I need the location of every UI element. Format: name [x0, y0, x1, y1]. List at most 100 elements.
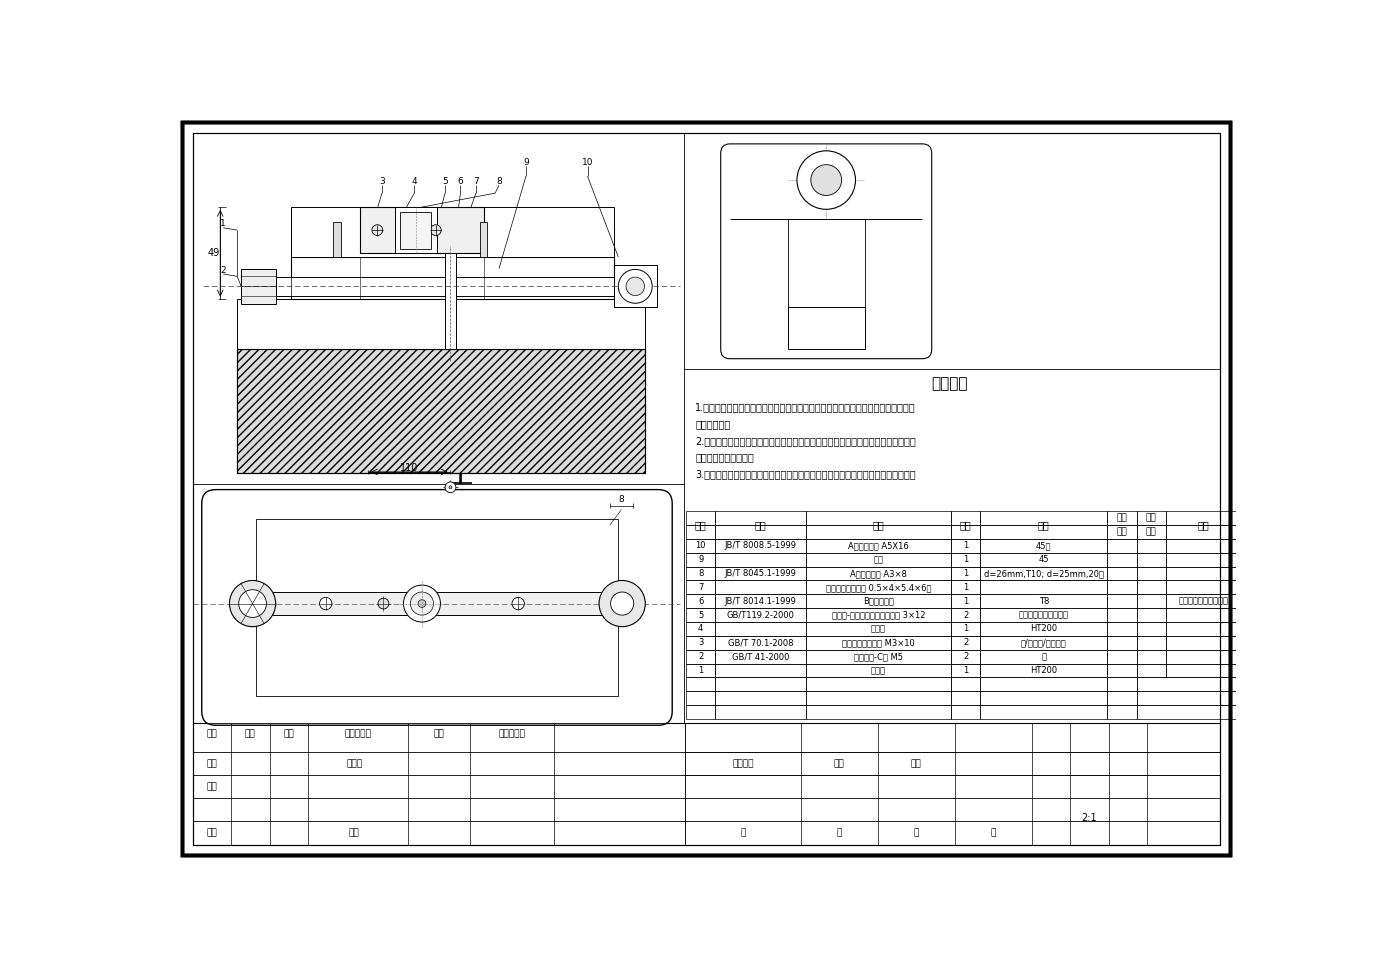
Bar [395, 207, 438, 254]
Bar [715, 581, 806, 594]
Text: 110: 110 [399, 463, 419, 473]
Bar [686, 664, 715, 678]
Bar [1107, 511, 1136, 525]
Circle shape [431, 225, 441, 235]
Text: 第: 第 [913, 829, 918, 837]
Text: 2.零件在装配前必须清理和清洗干净，不得有毛刺、飞边、氧化皮、锈蚀、切屑、油: 2.零件在装配前必须清理和清洗干净，不得有毛刺、飞边、氧化皮、锈蚀、切屑、油 [695, 436, 916, 445]
Text: 数量: 数量 [960, 520, 971, 530]
Text: 4: 4 [412, 177, 417, 186]
Bar [686, 511, 715, 525]
Text: 总计: 总计 [1146, 514, 1157, 523]
Bar [1166, 650, 1241, 664]
Bar [1136, 706, 1241, 719]
Bar [980, 525, 1107, 539]
FancyBboxPatch shape [202, 490, 672, 725]
Circle shape [238, 590, 266, 618]
Text: 圆柱销-淬硬钢和马氏体不锈钢 3×12: 圆柱销-淬硬钢和马氏体不锈钢 3×12 [832, 611, 925, 620]
Bar [252, 592, 622, 615]
Bar [980, 608, 1107, 622]
Bar [445, 254, 456, 349]
Bar [1107, 664, 1136, 678]
Bar [686, 594, 715, 608]
Text: d=26mm,T10; d=25mm,20钢: d=26mm,T10; d=25mm,20钢 [983, 569, 1104, 578]
Bar [715, 650, 806, 664]
Bar [952, 594, 980, 608]
Bar [1107, 636, 1136, 650]
Bar [686, 539, 715, 553]
Circle shape [319, 597, 332, 610]
Text: 1: 1 [963, 666, 968, 675]
FancyBboxPatch shape [720, 144, 932, 359]
Bar [686, 636, 715, 650]
Circle shape [379, 598, 388, 609]
Bar [1136, 622, 1166, 636]
Text: 重量: 重量 [1117, 528, 1128, 536]
Bar [1107, 539, 1136, 553]
Text: 8: 8 [698, 569, 704, 578]
Text: 名称: 名称 [873, 520, 884, 530]
Text: 比例: 比例 [912, 759, 921, 769]
Bar [980, 691, 1107, 706]
Text: 签名: 签名 [434, 729, 445, 739]
Text: 批准: 批准 [348, 829, 359, 837]
Bar [952, 706, 980, 719]
Bar [980, 511, 1107, 525]
Bar [715, 706, 806, 719]
Bar [952, 622, 980, 636]
Bar [980, 594, 1107, 608]
Text: 技术要求: 技术要求 [931, 377, 968, 392]
Bar [1136, 608, 1166, 622]
Bar [1107, 581, 1136, 594]
Text: 2: 2 [963, 611, 968, 620]
Bar [952, 566, 980, 581]
Text: 淬硬钢和马氏体不锈钢: 淬硬钢和马氏体不锈钢 [1179, 596, 1228, 606]
Bar [980, 650, 1107, 664]
Text: I: I [459, 473, 463, 487]
Text: 7: 7 [698, 583, 704, 591]
Text: 1: 1 [220, 220, 226, 228]
Text: 8: 8 [618, 495, 624, 504]
Bar [1166, 539, 1241, 553]
Text: 淬硬钢和马氏体不锈钢: 淬硬钢和马氏体不锈钢 [1019, 611, 1069, 620]
Text: 钢: 钢 [1041, 652, 1047, 661]
Text: 阶段标记: 阶段标记 [733, 759, 753, 769]
Bar [715, 525, 806, 539]
Text: 设计: 设计 [207, 759, 218, 769]
Bar [686, 608, 715, 622]
Text: 工艺: 工艺 [207, 829, 218, 837]
Bar [715, 594, 806, 608]
Bar [952, 608, 980, 622]
Bar [1136, 594, 1166, 608]
Bar [686, 678, 715, 691]
Text: 4: 4 [698, 624, 704, 633]
Bar [1107, 706, 1136, 719]
Bar [1107, 678, 1136, 691]
Bar [1107, 594, 1136, 608]
Circle shape [512, 597, 525, 610]
Bar [1166, 553, 1241, 566]
Bar [1166, 608, 1241, 622]
Text: T8: T8 [1038, 596, 1049, 606]
Bar [715, 636, 806, 650]
Bar [806, 511, 952, 525]
Bar [952, 525, 980, 539]
Bar [952, 678, 980, 691]
Bar [614, 265, 657, 307]
Bar [980, 539, 1107, 553]
Text: 6: 6 [698, 596, 704, 606]
Bar [686, 706, 715, 719]
Text: 标准化: 标准化 [346, 759, 362, 769]
Bar [291, 257, 614, 299]
Bar [806, 539, 952, 553]
Text: A型快换垫圈 A5X16: A型快换垫圈 A5X16 [848, 541, 909, 551]
Bar [1136, 539, 1166, 553]
Bar [1136, 525, 1166, 539]
Text: 7: 7 [472, 177, 479, 186]
Bar [1107, 622, 1136, 636]
Bar [1136, 678, 1241, 691]
Text: 六角螺母-C级 M5: 六角螺母-C级 M5 [854, 652, 903, 661]
Text: 张: 张 [837, 829, 841, 837]
Bar [686, 691, 715, 706]
Bar [715, 678, 806, 691]
Text: 审核: 审核 [207, 782, 218, 791]
